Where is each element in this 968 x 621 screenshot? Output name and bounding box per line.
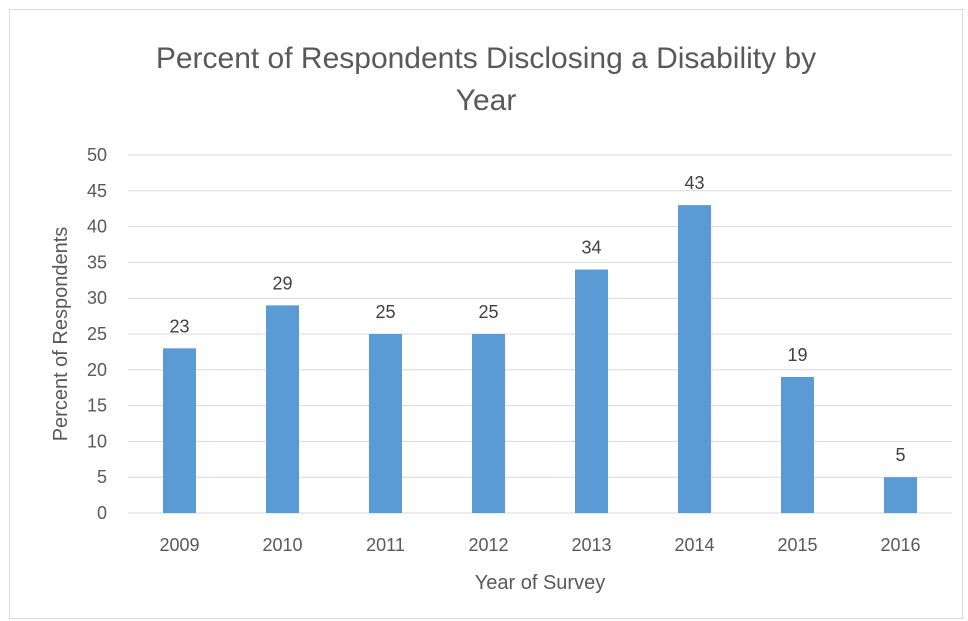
x-tick-label: 2012	[468, 535, 508, 555]
y-tick-label: 50	[87, 145, 107, 165]
x-tick-label: 2010	[262, 535, 302, 555]
y-tick-label: 45	[87, 181, 107, 201]
y-tick-label: 0	[97, 503, 107, 523]
data-label: 29	[272, 273, 292, 293]
data-label: 23	[169, 316, 189, 336]
bar-2014	[678, 205, 711, 513]
data-label: 25	[478, 302, 498, 322]
data-label: 5	[895, 445, 905, 465]
x-tick-label: 2009	[159, 535, 199, 555]
x-tick-label: 2015	[777, 535, 817, 555]
y-tick-label: 25	[87, 324, 107, 344]
bar-2010	[266, 305, 299, 513]
bar-2011	[369, 334, 402, 513]
chart-title-line-1: Percent of Respondents Disclosing a Disa…	[155, 42, 817, 75]
bar-2012	[472, 334, 505, 513]
x-tick-labels: 2009 2010 2011 2012 2013 2014 2015 2016	[159, 535, 920, 555]
data-label: 34	[581, 238, 601, 258]
data-label: 19	[787, 345, 807, 365]
x-axis-title: Year of Survey	[475, 572, 605, 594]
chart-frame	[9, 9, 963, 619]
data-label: 25	[375, 302, 395, 322]
y-tick-label: 40	[87, 217, 107, 237]
bar-2009	[163, 348, 196, 513]
data-labels: 23 29 25 25 34 43 19 5	[169, 173, 905, 465]
bar-2015	[781, 376, 814, 513]
y-tick-label: 35	[87, 252, 107, 272]
data-label: 43	[684, 173, 704, 193]
bar-2016	[884, 477, 917, 513]
y-tick-label: 30	[87, 288, 107, 308]
y-tick-label: 15	[87, 396, 107, 416]
x-tick-label: 2016	[880, 535, 920, 555]
gridlines	[128, 154, 952, 514]
x-tick-label: 2014	[674, 535, 714, 555]
y-tick-label: 5	[97, 467, 107, 487]
y-tick-label: 20	[87, 360, 107, 380]
chart-title-line-2: Year	[455, 84, 517, 117]
y-tick-label: 10	[87, 431, 107, 451]
bars	[163, 205, 917, 513]
x-tick-label: 2013	[571, 535, 611, 555]
y-tick-labels: 0 5 10 15 20 25 30 35 40 45 50	[87, 145, 107, 523]
x-tick-label: 2011	[366, 535, 405, 555]
y-axis-title: Percent of Respondents	[50, 227, 72, 442]
bar-2013	[575, 269, 608, 513]
